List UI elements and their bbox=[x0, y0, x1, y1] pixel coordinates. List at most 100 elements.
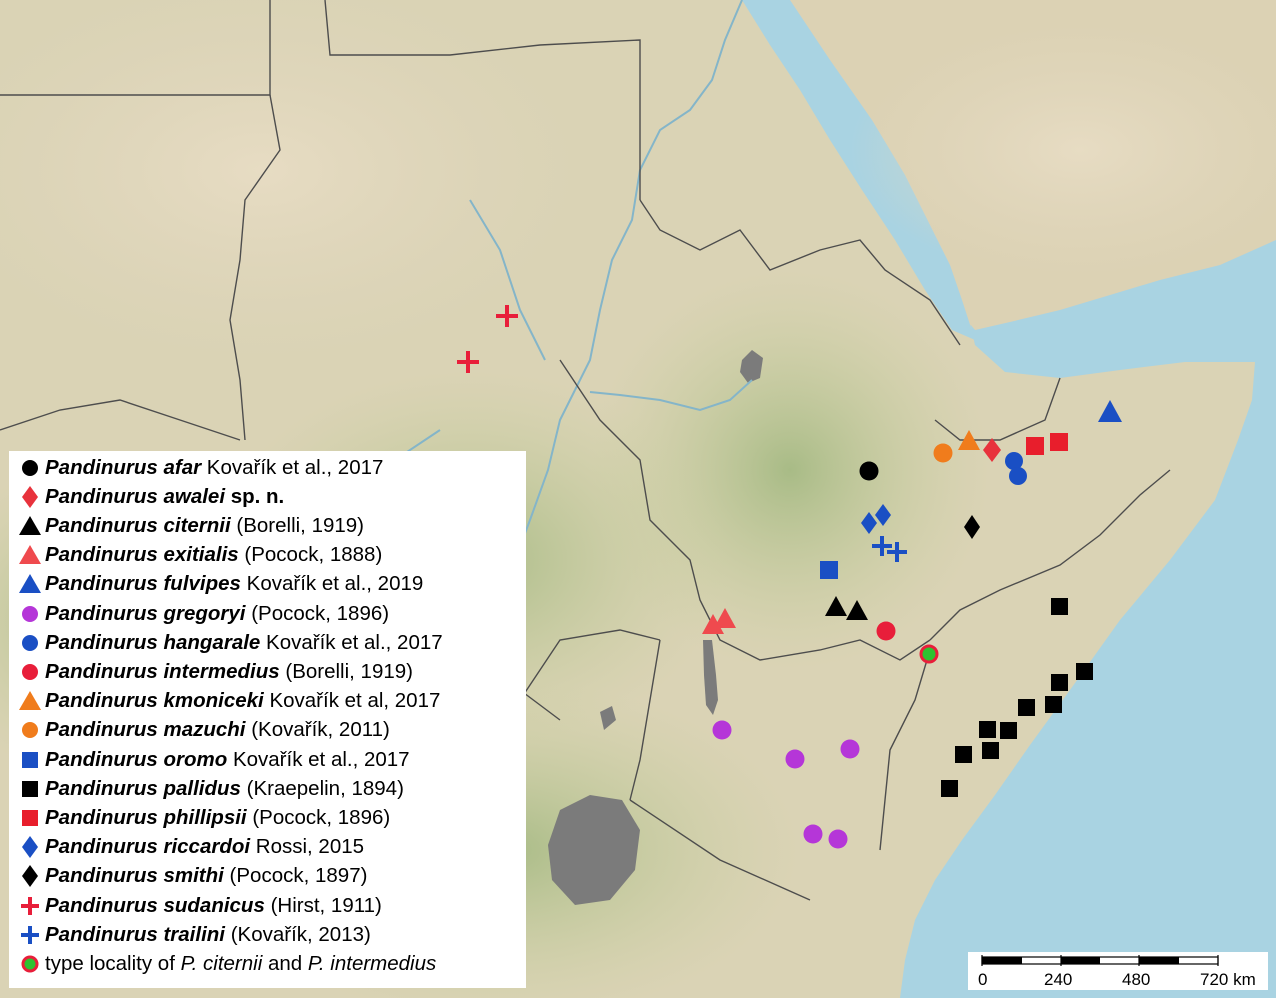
circle-icon bbox=[22, 722, 38, 739]
legend-species: hangarale bbox=[163, 630, 261, 654]
lake-victoria bbox=[548, 795, 640, 905]
legend-item-mazuchi: Pandinurus mazuchi (Kovařík, 2011) bbox=[15, 716, 390, 745]
legend-species: riccardoi bbox=[163, 835, 251, 859]
triangle-icon bbox=[19, 545, 41, 565]
square-icon bbox=[22, 751, 38, 768]
legend-species: afar bbox=[163, 455, 202, 479]
marker-phillipsii[interactable] bbox=[1026, 433, 1068, 455]
legend-item-afar: Pandinurus afar Kovařík et al., 2017 bbox=[15, 453, 383, 482]
marker-fulvipes[interactable] bbox=[1098, 400, 1122, 422]
legend-species: exitialis bbox=[163, 543, 239, 567]
legend-item-oromo: Pandinurus oromo Kovařík et al., 2017 bbox=[15, 745, 410, 774]
legend-genus: Pandinurus bbox=[45, 835, 158, 859]
legend-item-phillipsii: Pandinurus phillipsii (Pocock, 1896) bbox=[15, 803, 390, 832]
legend-genus: Pandinurus bbox=[45, 747, 158, 771]
legend-genus: Pandinurus bbox=[45, 543, 158, 567]
marker-riccardoi[interactable] bbox=[861, 504, 891, 534]
marker-citernii[interactable] bbox=[825, 596, 868, 620]
legend-genus: Pandinurus bbox=[45, 893, 158, 917]
legend-item-sudanicus: Pandinurus sudanicus (Hirst, 1911) bbox=[15, 891, 382, 920]
marker-kmoniceki[interactable] bbox=[958, 430, 980, 450]
legend-item-kmoniceki: Pandinurus kmoniceki Kovařík et al, 2017 bbox=[15, 687, 440, 716]
legend-genus: Pandinurus bbox=[45, 601, 158, 625]
legend-item-fulvipes: Pandinurus fulvipes Kovařík et al., 2019 bbox=[15, 570, 423, 599]
legend-species: kmoniceki bbox=[163, 689, 264, 713]
scale-label-720: 720 km bbox=[1200, 970, 1256, 989]
type-locality-joiner: and bbox=[262, 951, 308, 975]
scale-label-480: 480 bbox=[1122, 970, 1151, 989]
diamond-icon bbox=[22, 836, 38, 859]
legend-author: Rossi, 2015 bbox=[255, 835, 365, 859]
legend-species: gregoryi bbox=[163, 601, 246, 625]
legend-genus: Pandinurus bbox=[45, 659, 158, 683]
legend-genus: Pandinurus bbox=[45, 572, 158, 596]
marker-hangarale[interactable] bbox=[1005, 452, 1027, 485]
legend-author: (Pocock, 1896) bbox=[251, 601, 390, 625]
legend-genus: Pandinurus bbox=[45, 513, 158, 537]
type-locality-prefix: type locality of bbox=[45, 951, 181, 975]
legend-genus: Pandinurus bbox=[45, 455, 158, 479]
legend-item-trailini: Pandinurus trailini (Kovařík, 2013) bbox=[15, 920, 371, 949]
marker-afar[interactable] bbox=[859, 461, 879, 481]
lake-turkana bbox=[703, 640, 718, 715]
type-locality-species-a: P. citernii bbox=[180, 951, 263, 975]
scale-bar-graphic bbox=[981, 955, 1219, 966]
legend-genus: Pandinurus bbox=[45, 689, 158, 713]
diamond-icon bbox=[22, 865, 38, 888]
triangle-icon bbox=[19, 691, 41, 711]
marker-sudanicus[interactable] bbox=[457, 305, 518, 373]
marker-trailini[interactable] bbox=[872, 536, 907, 562]
legend-item-pallidus: Pandinurus pallidus (Kraepelin, 1894) bbox=[15, 774, 404, 803]
legend-item-citernii: Pandinurus citernii (Borelli, 1919) bbox=[15, 511, 364, 540]
legend-author: Kovařík et al., 2017 bbox=[206, 455, 384, 479]
legend-author: Kovařík et al, 2017 bbox=[269, 689, 441, 713]
legend-item-exitialis: Pandinurus exitialis (Pocock, 1888) bbox=[15, 541, 382, 570]
legend-genus: Pandinurus bbox=[45, 718, 158, 742]
marker-exitialis[interactable] bbox=[702, 608, 736, 634]
legend-author: (Borelli, 1919) bbox=[236, 513, 365, 537]
legend-author: (Pocock, 1897) bbox=[229, 864, 368, 888]
scale-label-0: 0 bbox=[978, 970, 988, 989]
legend-species: intermedius bbox=[163, 659, 280, 683]
circle-icon bbox=[22, 459, 38, 476]
legend-species: awalei bbox=[163, 484, 226, 508]
plus-icon bbox=[21, 896, 39, 915]
marker-type-locality[interactable] bbox=[919, 644, 939, 664]
marker-mazuchi[interactable] bbox=[933, 443, 953, 463]
triangle-icon bbox=[19, 574, 41, 594]
marker-pallidus[interactable] bbox=[941, 598, 1093, 797]
legend-author: (Borelli, 1919) bbox=[285, 659, 413, 683]
legend-species: citernii bbox=[163, 513, 231, 537]
triangle-icon bbox=[19, 515, 41, 535]
legend-author: (Kovařík, 2013) bbox=[230, 922, 371, 946]
scale-label-240: 240 bbox=[1044, 970, 1073, 989]
legend: Pandinurus afar Kovařík et al., 2017 Pand… bbox=[9, 451, 526, 988]
type-locality-icon bbox=[21, 955, 39, 973]
marker-oromo[interactable] bbox=[820, 561, 838, 579]
square-icon bbox=[22, 809, 38, 826]
legend-item-smithi: Pandinurus smithi (Pocock, 1897) bbox=[15, 862, 367, 891]
legend-author: (Hirst, 1911) bbox=[270, 893, 382, 917]
arabia-tint bbox=[850, 20, 1276, 280]
marker-gregoryi[interactable] bbox=[712, 720, 860, 849]
legend-species: pallidus bbox=[163, 776, 241, 800]
legend-item-intermedius: Pandinurus intermedius (Borelli, 1919) bbox=[15, 657, 413, 686]
legend-item-awalei: Pandinurus awalei sp. n. bbox=[15, 482, 284, 511]
scale-bar: 0 240 480 720 km bbox=[968, 952, 1268, 990]
legend-author: Kovařík et al., 2019 bbox=[246, 572, 424, 596]
legend-author: (Kovařík, 2011) bbox=[251, 718, 390, 742]
legend-item-gregoryi: Pandinurus gregoryi (Pocock, 1896) bbox=[15, 599, 389, 628]
marker-awalei[interactable] bbox=[983, 438, 1001, 462]
legend-genus: Pandinurus bbox=[45, 630, 158, 654]
lake-tana bbox=[740, 350, 763, 383]
diamond-icon bbox=[22, 485, 38, 508]
legend-suffix: sp. n. bbox=[230, 484, 285, 508]
marker-smithi[interactable] bbox=[964, 515, 980, 539]
legend-genus: Pandinurus bbox=[45, 922, 158, 946]
marker-intermedius[interactable] bbox=[876, 621, 896, 641]
type-locality-species-b: P. intermedius bbox=[307, 951, 437, 975]
circle-icon bbox=[22, 663, 38, 680]
square-icon bbox=[22, 780, 38, 797]
legend-author: (Pocock, 1888) bbox=[244, 543, 383, 567]
circle-icon bbox=[22, 605, 38, 622]
